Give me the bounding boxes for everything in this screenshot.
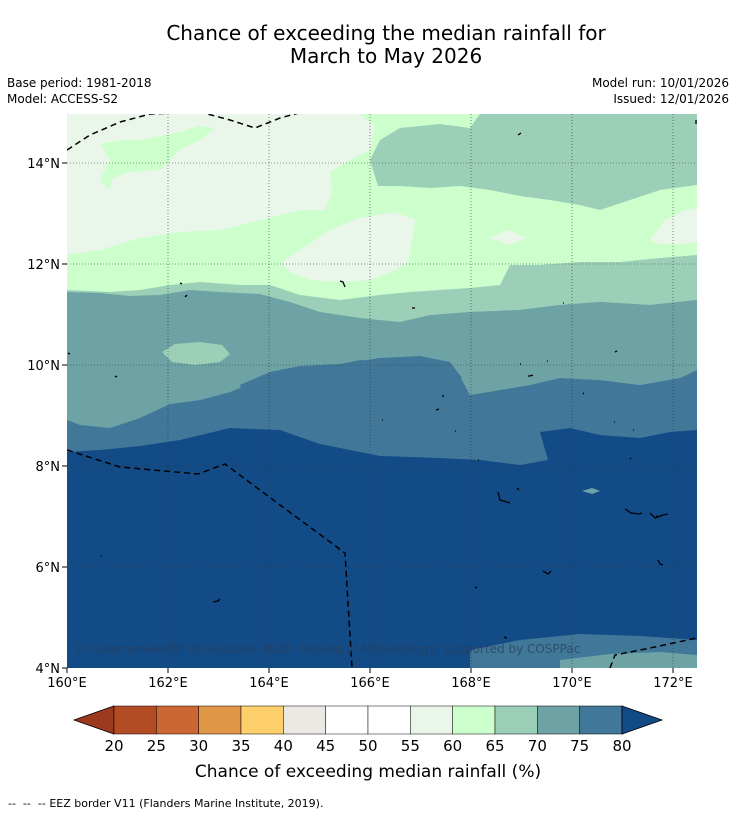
lon-label: 160°E	[47, 676, 87, 691]
colorbar-tick-label: 55	[401, 737, 420, 755]
map-area: © Commonwealth of Australia 2026, Bureau…	[67, 114, 697, 668]
title-line-2: March to May 2026	[289, 44, 483, 68]
zone-55-60-blob-east	[650, 208, 697, 244]
colorbar-tick-label: 80	[612, 737, 631, 755]
colorbar-tick-label: 35	[231, 737, 250, 755]
lat-label: 14°N	[27, 157, 60, 172]
colorbar-tick-label: 25	[147, 737, 166, 755]
colorbar-cell	[410, 705, 453, 735]
colorbar-tick-label: 50	[358, 737, 377, 755]
latitude-labels: 14°N 12°N 10°N 8°N 6°N 4°N	[27, 157, 60, 677]
zone-55-60-blob-top	[128, 120, 148, 130]
colorbar-cell	[283, 705, 326, 735]
lon-label: 166°E	[350, 676, 390, 691]
zone-55-60-west	[67, 144, 300, 255]
eez-note: EEZ border V11 (Flanders Marine Institut…	[49, 797, 324, 810]
axis-ticks	[62, 162, 674, 673]
colorbar-cell	[494, 705, 538, 735]
lat-label: 12°N	[27, 258, 60, 273]
colorbar-cell	[452, 705, 496, 735]
lat-label: 6°N	[36, 561, 61, 576]
map-title: Chance of exceeding the median rainfall …	[0, 22, 736, 68]
eez-line-symbol: -- -- --	[8, 797, 46, 810]
lat-label: 10°N	[27, 359, 60, 374]
colorbar-tick-label: 45	[316, 737, 335, 755]
model-run: Model run: 10/01/2026	[591, 76, 729, 90]
colorbar-cell	[537, 705, 580, 735]
zone-55-60-blob-mid	[490, 230, 526, 245]
zone-75-80-blob	[582, 488, 600, 494]
zone-65-70-north	[370, 114, 697, 210]
title-line-1: Chance of exceeding the median rainfall …	[166, 21, 606, 45]
lon-label: 172°E	[653, 676, 693, 691]
colorbar-cell	[156, 705, 199, 735]
colorbar-tick-label: 65	[485, 737, 504, 755]
colorbar-cell	[113, 705, 157, 735]
colorbar-cell	[198, 705, 242, 735]
colorbar-tick-label: 20	[104, 737, 123, 755]
meta-left: Base period: 1981-2018 Model: ACCESS-S2	[7, 75, 152, 107]
colorbar-cell	[579, 705, 623, 735]
lon-label: 170°E	[552, 676, 592, 691]
zone-55-60-central	[282, 212, 415, 282]
eez-footnote: -- -- -- EEZ border V11 (Flanders Marine…	[8, 797, 323, 810]
islands	[67, 120, 697, 639]
base-period: Base period: 1981-2018	[7, 76, 152, 90]
colorbar-cell	[240, 705, 284, 735]
lon-label: 168°E	[451, 676, 491, 691]
colorbar-above-arrow	[621, 705, 664, 735]
colorbar-tick-label: 60	[443, 737, 462, 755]
colorbar-below-arrow	[72, 705, 115, 735]
eez-border	[67, 114, 697, 668]
colorbar-tick-label: 30	[189, 737, 208, 755]
lon-label: 162°E	[148, 676, 188, 691]
gridlines	[67, 114, 697, 668]
meta-right: Model run: 10/01/2026 Issued: 12/01/2026	[592, 75, 729, 107]
lon-label: 164°E	[249, 676, 289, 691]
colorbar-tick-label: 75	[570, 737, 589, 755]
zone-70-75-south	[560, 652, 697, 668]
copyright-notice: © Commonwealth of Australia 2026, Bureau…	[75, 642, 580, 656]
zone-55-60-north	[67, 114, 375, 210]
lat-label: 4°N	[36, 662, 61, 677]
zone-75-80-intrusion	[240, 356, 462, 432]
colorbar-tick-label: 70	[528, 737, 547, 755]
lat-label: 8°N	[36, 460, 61, 475]
colorbar: 20 25 30 35 40 45 50 55 60 65 70 75 80	[72, 705, 664, 755]
model-name: Model: ACCESS-S2	[7, 92, 119, 106]
zone-55-60-blob-west	[80, 208, 96, 216]
colorbar-cell	[367, 705, 411, 735]
colorbar-title: Chance of exceeding median rainfall (%)	[194, 762, 542, 782]
zone-65-70-island	[162, 342, 230, 365]
issued-date: Issued: 12/01/2026	[613, 92, 729, 106]
colorbar-cell	[325, 705, 369, 735]
longitude-labels: 160°E 162°E 164°E 166°E 168°E 170°E 172°…	[47, 676, 693, 691]
zone-70-75-patch	[67, 300, 697, 404]
colorbar-tick-label: 40	[274, 737, 293, 755]
